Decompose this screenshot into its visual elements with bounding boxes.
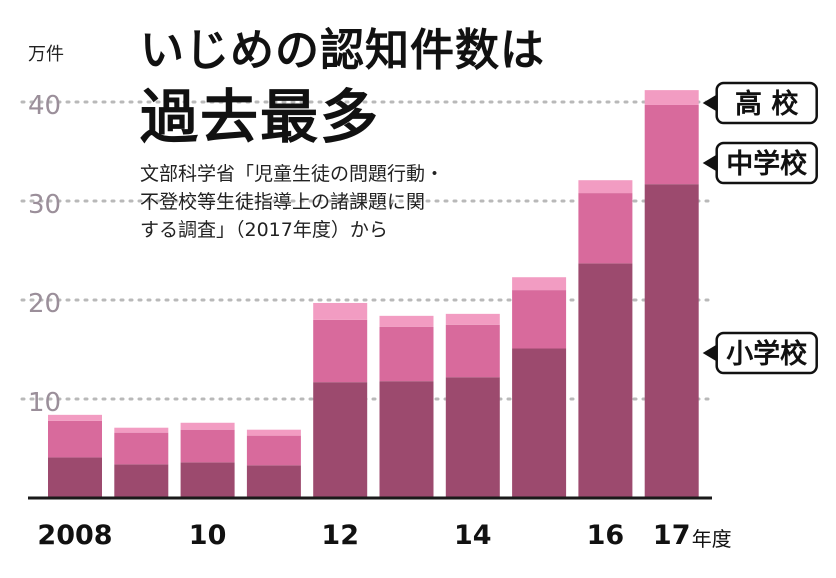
source-note: 文部科学省「児童生徒の問題行動・ 不登校等生徒指導上の諸課題に関 する調査」（2… — [140, 160, 444, 244]
bar-segment — [379, 326, 434, 382]
x-tick-label: 16 — [587, 520, 625, 551]
bar-segment — [445, 313, 500, 325]
bar-segment — [644, 104, 699, 185]
bar-segment — [246, 435, 301, 466]
x-tick-label: 12 — [321, 520, 359, 551]
y-tick-label: 30 — [28, 190, 61, 220]
legend-label: 中学校 — [726, 148, 807, 180]
bar-segment — [379, 315, 434, 327]
bar-segment — [379, 381, 434, 498]
bar-segment — [313, 302, 368, 320]
bar-segment — [644, 90, 699, 105]
bar-segment — [180, 422, 235, 430]
bar-segment — [246, 429, 301, 436]
bar-segment — [48, 420, 102, 458]
bar-segment — [512, 277, 567, 291]
bar-segment — [48, 457, 102, 498]
bar-segment — [114, 432, 169, 465]
x-tick-label: 14 — [454, 520, 492, 551]
bar-segment — [578, 193, 633, 264]
bar-segment — [512, 290, 567, 349]
bar-segment — [180, 462, 235, 498]
y-axis-unit: 万件 — [28, 44, 64, 65]
chart-title-line2: 過去最多 — [140, 83, 381, 151]
bar-segment — [445, 324, 500, 378]
bar-segment — [313, 319, 368, 383]
x-axis-unit: 年度 — [692, 527, 732, 551]
x-tick-label: 2008 — [37, 520, 112, 551]
chart-title: いじめの認知件数は — [140, 25, 545, 76]
legend-label: 小学校 — [726, 338, 807, 370]
bar-segment — [180, 429, 235, 463]
bar-segment — [313, 382, 368, 498]
legend-pointer — [702, 94, 718, 112]
bar-segment — [644, 184, 699, 499]
bar-segment — [578, 180, 633, 194]
y-tick-label: 20 — [28, 289, 61, 319]
legend-pointer — [702, 154, 718, 172]
bar-segment — [578, 263, 633, 498]
bar-segment — [445, 377, 500, 498]
legend-label: 高 校 — [735, 88, 798, 120]
legend-pointer — [702, 344, 718, 362]
y-tick-label: 40 — [28, 91, 61, 121]
bar-segment — [114, 427, 169, 433]
source-line: する調査」（2017年度）から — [140, 219, 388, 241]
source-line: 文部科学省「児童生徒の問題行動・ — [140, 163, 445, 185]
x-tick-label: 10 — [189, 520, 227, 551]
bar-segment — [512, 348, 567, 498]
x-tick-label: 17 — [653, 520, 691, 551]
bar-segment — [48, 414, 102, 421]
source-line: 不登校等生徒指導上の諸課題に関 — [140, 191, 426, 213]
bar-segment — [114, 464, 169, 498]
y-tick-label: 10 — [28, 388, 61, 418]
bar-segment — [246, 465, 301, 498]
